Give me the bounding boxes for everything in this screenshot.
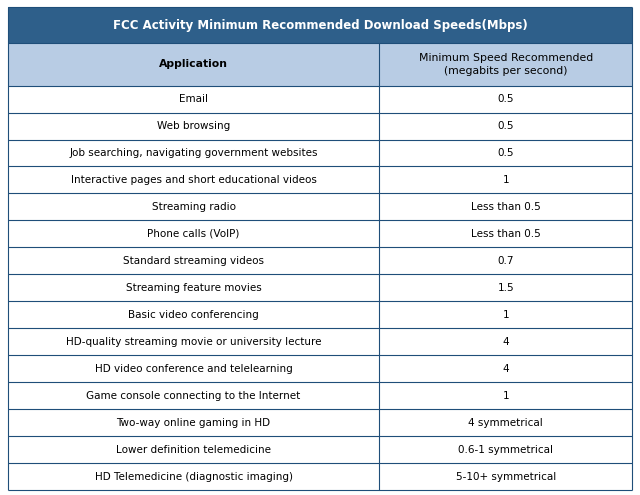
Text: 0.7: 0.7 bbox=[497, 256, 514, 266]
Text: 4: 4 bbox=[502, 364, 509, 374]
Text: FCC Activity Minimum Recommended Download Speeds(Mbps): FCC Activity Minimum Recommended Downloa… bbox=[113, 19, 527, 32]
Text: Web browsing: Web browsing bbox=[157, 121, 230, 131]
Bar bbox=[380, 86, 632, 112]
Text: 0.6-1 symmetrical: 0.6-1 symmetrical bbox=[458, 445, 554, 454]
Text: 5-10+ symmetrical: 5-10+ symmetrical bbox=[456, 472, 556, 482]
Text: 1.5: 1.5 bbox=[497, 283, 514, 293]
Bar bbox=[380, 328, 632, 355]
Bar bbox=[380, 382, 632, 409]
Bar bbox=[380, 463, 632, 490]
Bar bbox=[380, 194, 632, 220]
Bar bbox=[8, 355, 380, 382]
Bar bbox=[380, 220, 632, 248]
Bar bbox=[8, 112, 380, 140]
Text: 0.5: 0.5 bbox=[497, 148, 514, 158]
Bar bbox=[380, 409, 632, 436]
Text: Minimum Speed Recommended
(megabits per second): Minimum Speed Recommended (megabits per … bbox=[419, 53, 593, 76]
Bar bbox=[380, 166, 632, 194]
Bar bbox=[8, 382, 380, 409]
Text: Streaming feature movies: Streaming feature movies bbox=[125, 283, 261, 293]
Bar bbox=[8, 43, 380, 86]
Bar bbox=[380, 112, 632, 140]
Text: Job searching, navigating government websites: Job searching, navigating government web… bbox=[69, 148, 318, 158]
Bar bbox=[8, 140, 380, 166]
Bar bbox=[8, 328, 380, 355]
Bar bbox=[380, 301, 632, 328]
Text: Game console connecting to the Internet: Game console connecting to the Internet bbox=[86, 391, 301, 400]
Bar bbox=[380, 248, 632, 274]
Bar bbox=[8, 220, 380, 248]
Text: HD-quality streaming movie or university lecture: HD-quality streaming movie or university… bbox=[66, 337, 321, 347]
Bar bbox=[380, 355, 632, 382]
Bar bbox=[8, 274, 380, 301]
Bar bbox=[8, 194, 380, 220]
Text: 4 symmetrical: 4 symmetrical bbox=[468, 418, 543, 428]
Bar bbox=[380, 140, 632, 166]
Text: Streaming radio: Streaming radio bbox=[152, 202, 236, 212]
Bar bbox=[8, 166, 380, 194]
Text: Basic video conferencing: Basic video conferencing bbox=[128, 310, 259, 320]
Text: 0.5: 0.5 bbox=[497, 121, 514, 131]
Text: Standard streaming videos: Standard streaming videos bbox=[123, 256, 264, 266]
Text: 4: 4 bbox=[502, 337, 509, 347]
Bar bbox=[380, 436, 632, 463]
Text: Less than 0.5: Less than 0.5 bbox=[471, 202, 541, 212]
Text: Email: Email bbox=[179, 94, 208, 104]
Text: 1: 1 bbox=[502, 310, 509, 320]
Bar bbox=[8, 409, 380, 436]
Bar bbox=[380, 274, 632, 301]
Text: Application: Application bbox=[159, 59, 228, 69]
Bar bbox=[8, 436, 380, 463]
Text: HD video conference and telelearning: HD video conference and telelearning bbox=[95, 364, 292, 374]
Text: Interactive pages and short educational videos: Interactive pages and short educational … bbox=[70, 175, 316, 185]
Bar bbox=[8, 248, 380, 274]
Bar bbox=[380, 43, 632, 86]
Text: 0.5: 0.5 bbox=[497, 94, 514, 104]
Text: Less than 0.5: Less than 0.5 bbox=[471, 229, 541, 239]
Text: Lower definition telemedicine: Lower definition telemedicine bbox=[116, 445, 271, 454]
Text: Two-way online gaming in HD: Two-way online gaming in HD bbox=[116, 418, 271, 428]
Bar bbox=[8, 86, 380, 112]
Text: 1: 1 bbox=[502, 391, 509, 400]
Bar bbox=[8, 7, 632, 43]
Text: HD Telemedicine (diagnostic imaging): HD Telemedicine (diagnostic imaging) bbox=[95, 472, 292, 482]
Text: 1: 1 bbox=[502, 175, 509, 185]
Bar bbox=[8, 301, 380, 328]
Text: Phone calls (VoIP): Phone calls (VoIP) bbox=[147, 229, 240, 239]
Bar bbox=[8, 463, 380, 490]
